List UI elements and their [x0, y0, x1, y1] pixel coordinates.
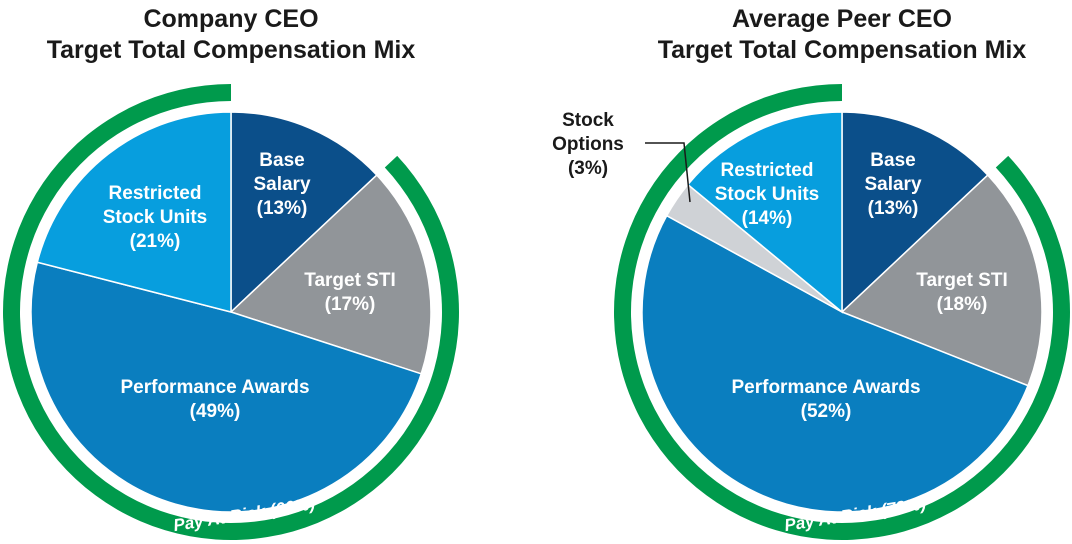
company-ceo-title: Company CEO Target Total Compensation Mi…	[0, 4, 462, 66]
slice-label-line: Restricted	[109, 183, 202, 204]
slice-label-line: (13%)	[257, 198, 308, 219]
pie-slice	[230, 111, 378, 314]
title-line-1: Company CEO	[143, 5, 319, 33]
slice-label-line: Options	[552, 134, 624, 155]
title-line-2: Target Total Compensation Mix	[657, 36, 1027, 64]
slice-label-line: (3%)	[568, 158, 608, 179]
pie-slice	[841, 111, 989, 314]
slice-label-line: Base	[870, 150, 915, 171]
slice-label-line: Base	[259, 150, 304, 171]
slice-label: Performance Awards (52%)	[731, 377, 920, 422]
peer-ceo-pie: Base Salary (13%) Target STI (18%) Performanc…	[552, 84, 1070, 540]
pie-slice	[840, 174, 1043, 387]
title-line-1: Average Peer CEO	[731, 5, 953, 33]
slice-label-line: Stock Units	[103, 207, 208, 228]
pie-slice	[686, 111, 843, 314]
slice-label-line: (49%)	[190, 401, 241, 422]
slice-label-line: Stock Units	[715, 184, 820, 205]
slice-label-line: Target STI	[916, 270, 1008, 291]
slice-label: Restricted Stock Units (14%)	[715, 160, 820, 229]
slice-label-line: (14%)	[742, 208, 793, 229]
slice-label: Restricted Stock Units (21%)	[103, 183, 208, 252]
slice-label: Base Salary (13%)	[253, 150, 310, 219]
slice-label: Target STI (17%)	[304, 270, 396, 315]
pie-slice	[36, 111, 232, 313]
slice-label-line: (21%)	[130, 231, 181, 252]
slice-label-line: Salary	[253, 174, 310, 195]
leader-line	[645, 142, 691, 203]
slice-label-line: Stock	[562, 110, 614, 131]
pie-slice	[641, 214, 1029, 513]
pie-slice	[229, 174, 432, 375]
slice-label-line: Restricted	[721, 160, 814, 181]
slice-label: Target STI (18%)	[916, 270, 1008, 315]
slice-label: Base Salary (13%)	[864, 150, 921, 219]
pie-slice	[30, 261, 423, 513]
title-line-2: Target Total Compensation Mix	[46, 36, 416, 64]
slice-label: Stock Options (3%)	[552, 110, 624, 179]
slice-label-line: Performance Awards	[731, 377, 920, 398]
slice-label-line: Salary	[864, 174, 921, 195]
slice-label-line: (17%)	[325, 294, 376, 315]
slice-label-line: Target STI	[304, 270, 396, 291]
slice-label: Performance Awards (49%)	[120, 377, 309, 422]
slice-label-line: (52%)	[801, 401, 852, 422]
slice-label-line: (13%)	[868, 198, 919, 219]
slice-label-line: (18%)	[937, 294, 988, 315]
peer-ceo-title: Average Peer CEO Target Total Compensati…	[612, 4, 1072, 66]
slice-label-line: Performance Awards	[120, 377, 309, 398]
company-ceo-pie: Base Salary (13%) Target STI (17%) Performanc…	[2, 84, 459, 540]
